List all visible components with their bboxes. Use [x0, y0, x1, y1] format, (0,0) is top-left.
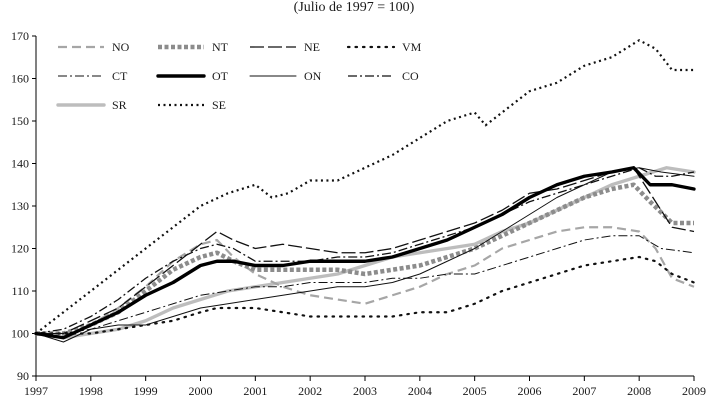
legend-label-ot: OT [212, 69, 229, 83]
x-tick-label: 1997 [24, 384, 48, 398]
chart-subtitle: (Julio de 1997 = 100) [293, 0, 415, 15]
y-tick-label: 170 [11, 29, 29, 43]
series-line-nt [36, 182, 694, 336]
series-line-on [35, 167, 695, 343]
x-tick-label: 1999 [134, 384, 158, 398]
y-tick-label: 160 [11, 72, 29, 86]
legend-label-vm: VM [402, 40, 422, 54]
x-tick-label: 1998 [79, 384, 103, 398]
series-line-ot [34, 166, 696, 340]
legend-label-ne: NE [304, 40, 320, 54]
series-line-se [35, 39, 694, 335]
x-tick-label: 2003 [353, 384, 377, 398]
y-tick-label: 140 [11, 157, 29, 171]
legend: NO NT NE VM CT OT ON CO SR SE [56, 40, 422, 112]
x-tick-label: 2007 [572, 384, 596, 398]
y-tick-label: 110 [11, 284, 29, 298]
y-tick-label: 90 [17, 369, 29, 383]
legend-label-on: ON [304, 69, 322, 83]
y-tick-label: 100 [11, 327, 29, 341]
plot-area [34, 39, 696, 343]
x-tick-label: 2002 [298, 384, 322, 398]
y-tick-label: 130 [11, 199, 29, 213]
legend-label-co: CO [402, 69, 419, 83]
y-tick-label: 120 [11, 242, 29, 256]
legend-label-no: NO [112, 40, 130, 54]
x-tick-label: 2005 [463, 384, 487, 398]
x-tick-label: 2000 [189, 384, 213, 398]
x-tick-label: 2006 [518, 384, 542, 398]
x-tick-label: 2008 [627, 384, 651, 398]
y-tick-label: 150 [11, 114, 29, 128]
legend-label-nt: NT [212, 40, 229, 54]
axes: 90 100 110 120 130 140 150 160 170 1997 1998 1999 20… [11, 29, 706, 398]
legend-label-ct: CT [112, 69, 128, 83]
legend-label-se: SE [212, 98, 226, 112]
series-line-vm [34, 255, 696, 335]
x-tick-label: 2009 [682, 384, 706, 398]
series-line-co [35, 167, 695, 335]
series-line-ct [36, 235, 695, 334]
legend-label-sr: SR [112, 98, 127, 112]
x-tick-label: 2001 [243, 384, 267, 398]
x-tick-label: 2004 [408, 384, 432, 398]
